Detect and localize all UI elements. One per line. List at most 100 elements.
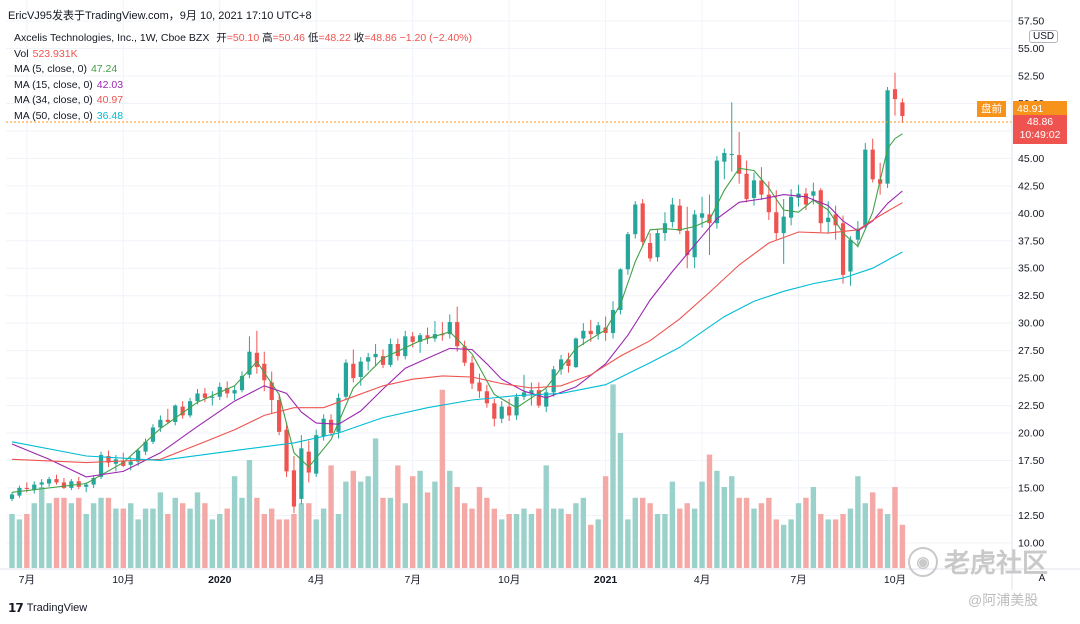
candle-body bbox=[581, 330, 586, 339]
bar-countdown: 10:49:02 bbox=[1019, 129, 1061, 141]
currency-label[interactable]: USD bbox=[1029, 30, 1059, 43]
candle-up bbox=[143, 438, 148, 455]
candle-body bbox=[358, 361, 363, 377]
candle-body bbox=[225, 387, 230, 394]
price-tick-label: 20.00 bbox=[1018, 427, 1044, 439]
tiger-logo-icon: ◉ bbox=[908, 546, 938, 577]
candle-up bbox=[692, 210, 697, 269]
time-axis[interactable]: 7月 10月 2020 4月 7月 10月 2021 4月 7月 10月 bbox=[19, 574, 906, 586]
candle-body bbox=[9, 494, 15, 499]
candle-body bbox=[610, 309, 616, 334]
volume-bar bbox=[128, 503, 134, 568]
ma5-label: MA (5, close, 0) bbox=[14, 63, 87, 75]
ma50-legend-row[interactable]: MA (50, close, 0) 36.48 bbox=[14, 109, 472, 125]
auto-scale-button[interactable]: A bbox=[1038, 573, 1046, 584]
candle-up bbox=[388, 338, 393, 368]
ma5-legend-row[interactable]: MA (5, close, 0) 47.24 bbox=[14, 62, 472, 78]
candle-down bbox=[165, 408, 170, 425]
candle-down bbox=[900, 98, 905, 124]
volume-bar bbox=[558, 508, 564, 568]
candle-down bbox=[737, 132, 742, 184]
candle-body bbox=[84, 484, 89, 487]
candle-up bbox=[848, 236, 853, 286]
price-tick-label: 12.50 bbox=[1018, 510, 1044, 522]
publish-info: EricVJ95发表于TradingView.com，9月 10, 2021 1… bbox=[8, 7, 312, 23]
volume-bar bbox=[447, 470, 453, 568]
candle-body bbox=[54, 479, 59, 483]
candle-up bbox=[247, 336, 252, 379]
volume-bar bbox=[276, 519, 282, 568]
premarket-label-tag: 盘前 bbox=[977, 101, 1006, 117]
candle-body bbox=[677, 205, 682, 231]
candle-down bbox=[640, 199, 645, 247]
ma34-legend-row[interactable]: MA (34, close, 0) 40.97 bbox=[14, 93, 472, 109]
candle-body bbox=[484, 391, 489, 404]
candle-body bbox=[98, 454, 104, 477]
volume-bar bbox=[358, 481, 364, 568]
volume-bar bbox=[209, 519, 216, 568]
candle-body bbox=[492, 403, 497, 419]
candle-body bbox=[885, 90, 890, 184]
candle-body bbox=[588, 330, 593, 335]
candle-up bbox=[573, 337, 579, 369]
candle-body bbox=[840, 223, 846, 275]
candle-up bbox=[403, 330, 408, 360]
volume-bar bbox=[16, 519, 23, 568]
moving-averages bbox=[11, 133, 903, 493]
price-tick-label: 40.00 bbox=[1018, 208, 1044, 220]
price-tick-label: 25.00 bbox=[1018, 373, 1044, 385]
candle-body bbox=[128, 461, 133, 465]
volume-bar bbox=[595, 519, 601, 568]
volume-bar bbox=[313, 519, 319, 568]
change-value: −1.20 (−2.40%) bbox=[399, 32, 473, 44]
candle-up bbox=[581, 323, 586, 346]
candle-body bbox=[269, 382, 274, 401]
time-tick-label: 7月 bbox=[790, 574, 806, 586]
candle-down bbox=[892, 72, 898, 116]
candle-down bbox=[277, 393, 282, 436]
candle-body bbox=[848, 239, 853, 272]
volume-bar bbox=[350, 470, 357, 568]
time-tick-label: 10月 bbox=[884, 574, 906, 586]
candle-body bbox=[410, 336, 415, 342]
volume-bar bbox=[729, 476, 735, 568]
volume-bar bbox=[291, 514, 297, 568]
price-tick-label: 15.00 bbox=[1018, 482, 1044, 494]
candle-body bbox=[380, 356, 386, 365]
candle-body bbox=[351, 363, 356, 379]
candle-down bbox=[291, 456, 297, 514]
candle-body bbox=[173, 405, 178, 422]
volume-bar bbox=[691, 508, 698, 568]
candle-down bbox=[269, 371, 274, 414]
ma50-value: 36.48 bbox=[96, 109, 124, 122]
volume-bar bbox=[714, 470, 720, 568]
time-tick-label: 4月 bbox=[694, 574, 710, 586]
volume-bar bbox=[135, 519, 141, 568]
candle-up bbox=[432, 320, 438, 342]
candle-body bbox=[373, 353, 378, 358]
price-tick-label: 37.50 bbox=[1018, 235, 1044, 247]
candle-down bbox=[328, 414, 334, 437]
candle-body bbox=[514, 396, 519, 416]
volume-bar bbox=[120, 508, 126, 568]
symbol-legend-row[interactable]: Axcelis Technologies, Inc., 1W, Cboe BZX… bbox=[14, 31, 472, 47]
price-axis[interactable]: 57.5055.0052.5050.0047.5045.0042.5040.00… bbox=[1018, 16, 1044, 550]
candle-up bbox=[373, 344, 378, 366]
community-watermark-text: 老虎社区 bbox=[944, 548, 1049, 578]
candle-body bbox=[232, 390, 237, 394]
candle-down bbox=[76, 476, 81, 489]
candle-body bbox=[180, 406, 185, 416]
candle-body bbox=[143, 441, 148, 452]
candlesticks bbox=[9, 72, 905, 514]
candle-up bbox=[336, 393, 341, 439]
volume-legend-row[interactable]: Vol 523.931K bbox=[14, 47, 472, 63]
community-watermark: ◉ 老虎社区 bbox=[908, 543, 1048, 580]
candle-body bbox=[210, 396, 215, 398]
candle-body bbox=[892, 89, 898, 100]
candle-body bbox=[306, 451, 311, 473]
ma15-legend-row[interactable]: MA (15, close, 0) 42.03 bbox=[14, 78, 472, 94]
candle-up bbox=[529, 382, 534, 406]
tradingview-logo[interactable]: 𝟭𝟳 TradingView bbox=[8, 601, 87, 615]
volume-bar bbox=[669, 481, 676, 568]
